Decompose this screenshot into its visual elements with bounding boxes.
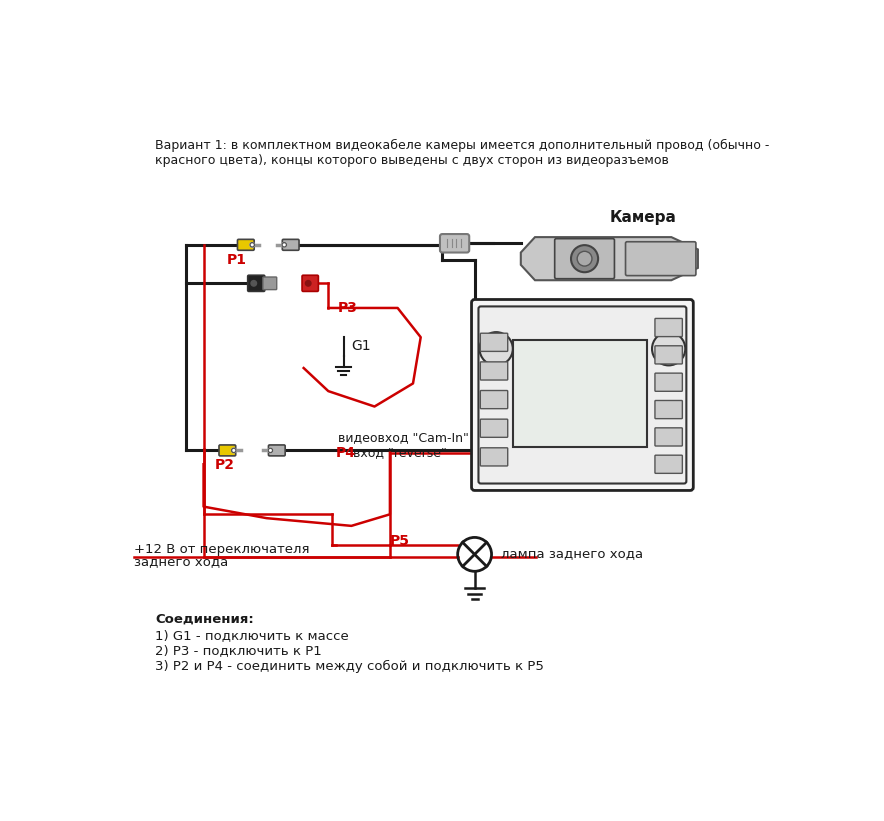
- Text: Вариант 1: в комплектном видеокабеле камеры имеется дополнительный провод (обычн: Вариант 1: в комплектном видеокабеле кам…: [155, 139, 769, 152]
- Text: P3: P3: [338, 301, 357, 315]
- FancyBboxPatch shape: [471, 300, 693, 490]
- FancyBboxPatch shape: [480, 362, 507, 380]
- Circle shape: [232, 448, 236, 452]
- Text: Соединения:: Соединения:: [155, 613, 254, 626]
- Circle shape: [268, 448, 272, 452]
- Text: 1) G1 - подключить к массе: 1) G1 - подключить к массе: [155, 629, 349, 642]
- FancyBboxPatch shape: [238, 240, 255, 250]
- FancyBboxPatch shape: [282, 240, 299, 250]
- Circle shape: [479, 333, 513, 365]
- Circle shape: [571, 245, 598, 273]
- FancyBboxPatch shape: [248, 275, 265, 291]
- Circle shape: [251, 281, 256, 286]
- FancyBboxPatch shape: [480, 333, 507, 351]
- Text: Камера: Камера: [609, 210, 676, 226]
- Circle shape: [652, 333, 685, 365]
- FancyBboxPatch shape: [655, 401, 682, 419]
- Text: 2) P3 - подключить к P1: 2) P3 - подключить к P1: [155, 644, 322, 658]
- FancyBboxPatch shape: [514, 340, 647, 447]
- Circle shape: [282, 242, 286, 247]
- Text: +12 В от переключателя: +12 В от переключателя: [134, 544, 309, 557]
- FancyBboxPatch shape: [554, 239, 614, 278]
- Circle shape: [306, 281, 311, 286]
- FancyBboxPatch shape: [626, 241, 696, 276]
- FancyBboxPatch shape: [655, 346, 682, 364]
- Text: заднего хода: заднего хода: [134, 556, 229, 569]
- FancyBboxPatch shape: [655, 319, 682, 337]
- FancyBboxPatch shape: [269, 445, 286, 456]
- FancyBboxPatch shape: [480, 391, 507, 409]
- Text: P1: P1: [226, 253, 247, 267]
- Circle shape: [250, 242, 255, 247]
- FancyBboxPatch shape: [655, 455, 682, 474]
- FancyBboxPatch shape: [263, 277, 277, 290]
- Text: P4: P4: [336, 446, 356, 460]
- FancyBboxPatch shape: [480, 447, 507, 466]
- FancyBboxPatch shape: [440, 234, 469, 253]
- FancyBboxPatch shape: [655, 428, 682, 446]
- Text: видеовход "Cam-In": видеовход "Cam-In": [338, 431, 469, 444]
- Text: лампа заднего хода: лампа заднего хода: [501, 547, 643, 560]
- Text: P5: P5: [390, 534, 410, 548]
- FancyBboxPatch shape: [478, 306, 686, 484]
- Polygon shape: [521, 237, 697, 280]
- Text: красного цвета), концы которого выведены с двух сторон из видеоразъемов: красного цвета), концы которого выведены…: [155, 154, 669, 167]
- Text: P2: P2: [214, 458, 234, 472]
- FancyBboxPatch shape: [302, 275, 318, 291]
- FancyBboxPatch shape: [480, 420, 507, 438]
- Text: Магнитола: Магнитола: [537, 388, 618, 402]
- FancyBboxPatch shape: [655, 373, 682, 392]
- Circle shape: [577, 251, 592, 266]
- Text: вход "reverse": вход "reverse": [353, 447, 446, 459]
- Text: G1: G1: [352, 339, 371, 354]
- FancyBboxPatch shape: [219, 445, 236, 456]
- Text: 3) Р2 и Р4 - соединить между собой и подключить к Р5: 3) Р2 и Р4 - соединить между собой и под…: [155, 660, 544, 673]
